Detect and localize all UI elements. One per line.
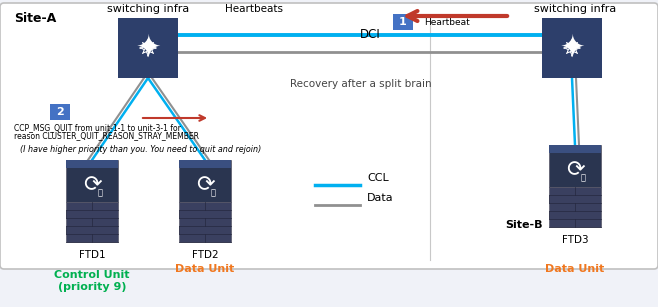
FancyBboxPatch shape bbox=[549, 145, 601, 187]
FancyBboxPatch shape bbox=[179, 160, 231, 168]
Text: Site-A: Site-A bbox=[14, 12, 56, 25]
FancyBboxPatch shape bbox=[118, 18, 178, 78]
Text: 1: 1 bbox=[399, 17, 407, 27]
Text: 🔍: 🔍 bbox=[97, 188, 103, 197]
Text: Recovery after a split brain: Recovery after a split brain bbox=[290, 79, 432, 89]
Text: FTD2: FTD2 bbox=[191, 250, 218, 260]
Text: Site-B: Site-B bbox=[505, 220, 542, 230]
Text: 🔍: 🔍 bbox=[580, 173, 586, 182]
FancyBboxPatch shape bbox=[549, 187, 601, 227]
Text: ⟳: ⟳ bbox=[195, 175, 215, 195]
Text: Heartbeat: Heartbeat bbox=[424, 18, 470, 27]
Text: Data: Data bbox=[367, 193, 393, 203]
Text: 🔍: 🔍 bbox=[211, 188, 216, 197]
Text: reason CLUSTER_QUIT_REASON_STRAY_MEMBER: reason CLUSTER_QUIT_REASON_STRAY_MEMBER bbox=[14, 131, 199, 140]
Text: 2: 2 bbox=[56, 107, 64, 117]
FancyBboxPatch shape bbox=[549, 145, 601, 153]
Text: Data Unit: Data Unit bbox=[176, 264, 235, 274]
Text: Data Unit: Data Unit bbox=[545, 264, 605, 274]
Text: switching infra: switching infra bbox=[534, 4, 616, 14]
Text: FTD3: FTD3 bbox=[562, 235, 588, 245]
Text: (I have higher priority than you. You need to quit and rejoin): (I have higher priority than you. You ne… bbox=[20, 145, 261, 154]
FancyBboxPatch shape bbox=[542, 18, 602, 78]
Text: ⟳: ⟳ bbox=[566, 160, 584, 180]
Text: Heartbeats: Heartbeats bbox=[225, 4, 283, 14]
FancyBboxPatch shape bbox=[50, 104, 70, 120]
Text: DCI: DCI bbox=[360, 28, 381, 41]
Text: CCL: CCL bbox=[367, 173, 389, 183]
Text: FTD1: FTD1 bbox=[79, 250, 105, 260]
Text: ✦: ✦ bbox=[559, 33, 585, 63]
Text: Control Unit
(priority 9): Control Unit (priority 9) bbox=[54, 270, 130, 292]
FancyBboxPatch shape bbox=[179, 202, 231, 242]
FancyBboxPatch shape bbox=[393, 14, 413, 30]
FancyBboxPatch shape bbox=[179, 160, 231, 202]
FancyBboxPatch shape bbox=[0, 3, 658, 269]
Text: switching infra: switching infra bbox=[107, 4, 189, 14]
FancyBboxPatch shape bbox=[66, 160, 118, 168]
FancyBboxPatch shape bbox=[66, 202, 118, 242]
Text: ✦: ✦ bbox=[136, 33, 161, 63]
Text: CCP_MSG_QUIT from unit-1-1 to unit-3-1 for: CCP_MSG_QUIT from unit-1-1 to unit-3-1 f… bbox=[14, 123, 181, 132]
FancyBboxPatch shape bbox=[66, 160, 118, 202]
Text: ⟳: ⟳ bbox=[83, 175, 101, 195]
